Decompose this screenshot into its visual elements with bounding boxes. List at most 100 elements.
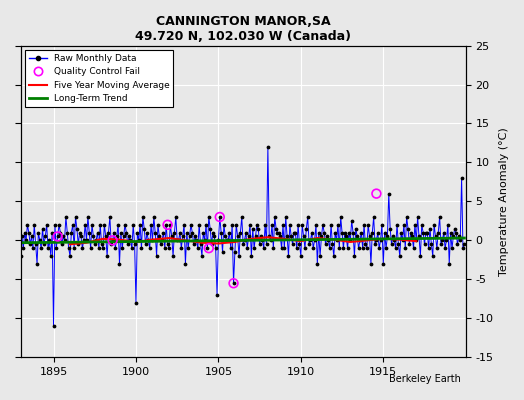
Point: [107, 241, 115, 248]
Point: [162, 222, 170, 228]
Point: [196, 241, 205, 248]
Point: [308, 229, 316, 236]
Point: [234, 233, 242, 240]
Point: [89, 233, 97, 240]
Point: [375, 245, 384, 251]
Point: [108, 237, 117, 244]
Point: [389, 233, 397, 240]
Point: [144, 237, 152, 244]
Point: [341, 229, 349, 236]
Point: [99, 245, 107, 251]
Point: [146, 245, 154, 251]
Point: [85, 229, 93, 236]
Point: [343, 245, 352, 251]
Point: [258, 237, 267, 244]
Point: [247, 253, 256, 259]
Point: [272, 226, 280, 232]
Point: [170, 229, 179, 236]
Point: [95, 245, 103, 251]
Point: [128, 245, 136, 251]
Point: [316, 253, 324, 259]
Point: [327, 222, 335, 228]
Point: [157, 241, 165, 248]
Point: [212, 245, 220, 251]
Point: [347, 218, 356, 224]
Point: [290, 229, 298, 236]
Point: [303, 214, 312, 220]
Point: [279, 222, 287, 228]
Point: [192, 237, 201, 244]
Point: [25, 229, 33, 236]
Point: [102, 233, 110, 240]
Point: [100, 222, 108, 228]
Point: [427, 241, 435, 248]
Point: [456, 237, 464, 244]
Point: [353, 233, 362, 240]
Point: [110, 229, 118, 236]
Point: [34, 229, 42, 236]
Point: [176, 229, 184, 236]
Point: [294, 222, 302, 228]
Point: [332, 237, 341, 244]
Point: [242, 229, 250, 236]
Point: [268, 222, 276, 228]
Point: [179, 233, 187, 240]
Point: [368, 229, 376, 236]
Point: [173, 237, 181, 244]
Point: [302, 226, 311, 232]
Point: [208, 241, 216, 248]
Point: [325, 245, 334, 251]
Point: [181, 260, 190, 267]
Point: [317, 233, 325, 240]
Point: [155, 233, 163, 240]
Point: [313, 260, 322, 267]
Point: [246, 222, 254, 228]
Point: [126, 237, 135, 244]
Point: [237, 214, 246, 220]
Point: [30, 222, 38, 228]
Point: [77, 233, 85, 240]
Point: [139, 214, 147, 220]
Point: [372, 190, 380, 197]
Point: [418, 222, 426, 228]
Point: [360, 222, 368, 228]
Point: [330, 253, 338, 259]
Point: [382, 245, 390, 251]
Point: [380, 229, 389, 236]
Point: [434, 229, 442, 236]
Point: [275, 229, 283, 236]
Point: [336, 214, 345, 220]
Point: [106, 214, 114, 220]
Point: [135, 237, 143, 244]
Point: [88, 222, 96, 228]
Point: [188, 229, 196, 236]
Point: [184, 245, 192, 251]
Point: [435, 214, 444, 220]
Point: [365, 233, 374, 240]
Point: [143, 229, 151, 236]
Point: [198, 253, 206, 259]
Point: [449, 233, 457, 240]
Point: [397, 229, 406, 236]
Point: [84, 214, 92, 220]
Point: [319, 222, 327, 228]
Point: [321, 241, 330, 248]
Point: [402, 214, 411, 220]
Point: [419, 229, 428, 236]
Point: [104, 229, 113, 236]
Point: [357, 229, 366, 236]
Point: [42, 222, 51, 228]
Point: [310, 237, 319, 244]
Point: [71, 214, 80, 220]
Point: [37, 245, 46, 251]
Point: [250, 245, 258, 251]
Point: [18, 233, 26, 240]
Point: [331, 229, 340, 236]
Point: [408, 233, 417, 240]
Point: [67, 229, 75, 236]
Point: [252, 233, 260, 240]
Point: [103, 253, 111, 259]
Point: [451, 226, 459, 232]
Point: [190, 241, 198, 248]
Point: [394, 241, 402, 248]
